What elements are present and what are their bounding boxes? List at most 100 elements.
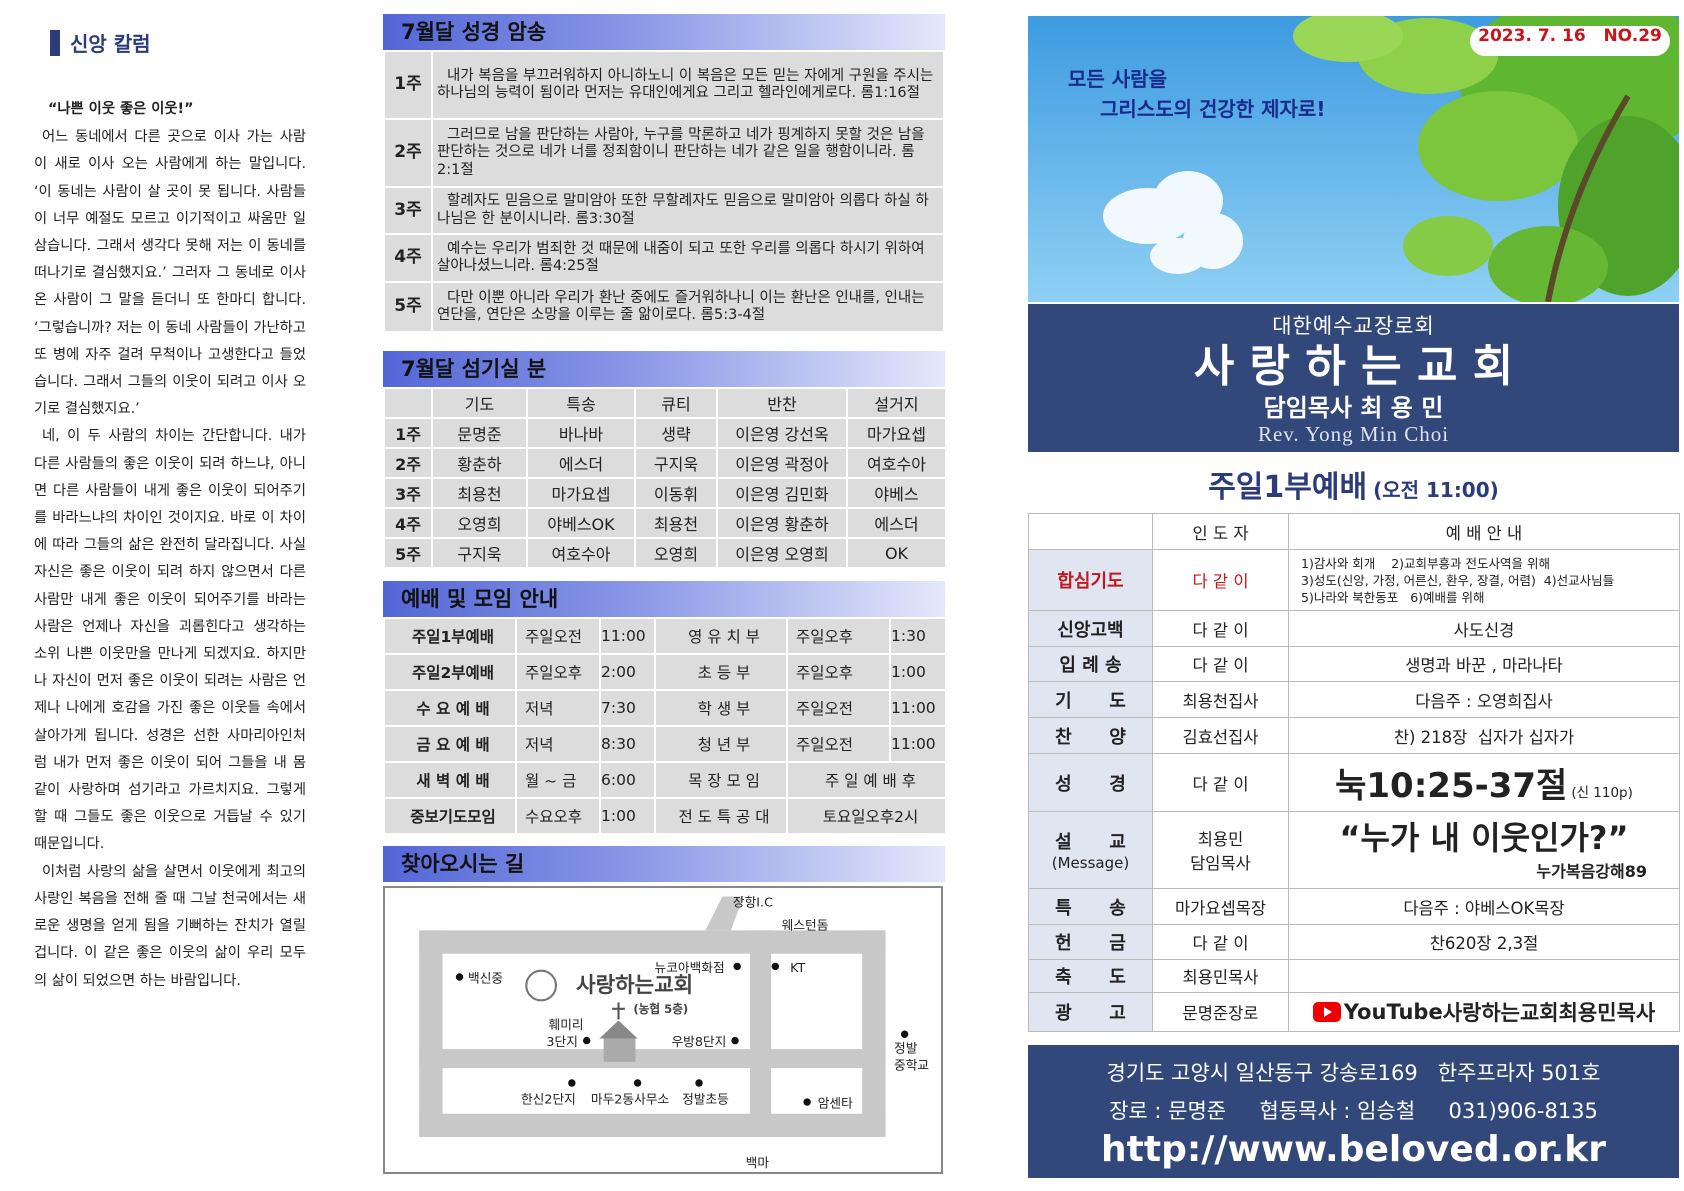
content-text: 눅10:25-37절 bbox=[1335, 766, 1568, 806]
meeting-time: 저녁 bbox=[515, 725, 601, 763]
content-text: 다음주 : 야베스OK목장 bbox=[1403, 898, 1565, 918]
content-text: (신 110p) bbox=[1571, 785, 1633, 801]
leader-text: 마가요셉목장 bbox=[1174, 898, 1267, 918]
meeting-time: 주일오전 bbox=[786, 689, 891, 727]
servant-row: 4주 오영희 야베스OK 최용천 이은영 황춘하 에스더 bbox=[383, 507, 947, 539]
church-icon bbox=[525, 969, 638, 1062]
meeting-row: 주일2부예배 주일오후 2:00 초 등 부 주일오후 1:00 bbox=[383, 653, 947, 691]
servant: 황춘하 bbox=[431, 447, 528, 479]
order-row: 특 송 마가요셉목장 다음주 : 야베스OK목장 bbox=[1028, 888, 1680, 925]
content-text: 찬620장 2,3절 bbox=[1429, 934, 1539, 953]
servant: 이은영 황춘하 bbox=[716, 507, 848, 539]
servant: OK bbox=[846, 537, 947, 569]
servant: 야베스 bbox=[846, 477, 947, 509]
denomination: 대한예수교장로회 bbox=[1272, 314, 1435, 338]
item: 신앙고백 bbox=[1028, 610, 1153, 647]
content-text: 생명과 바꾼 , 마라나타 bbox=[1405, 656, 1563, 675]
servant-row: 2주 황춘하 에스더 구지욱 이은영 곽정아 여호수아 bbox=[383, 447, 947, 479]
item: 기 도 bbox=[1028, 681, 1153, 718]
meeting-time: 1:30 bbox=[889, 617, 947, 655]
item-text: 광 고 bbox=[1055, 1003, 1126, 1024]
content: 찬) 218장 십자가 십자가 bbox=[1288, 717, 1680, 754]
contacts: 장로 : 문명준 협동목사 : 임승철 031)906-8135 bbox=[1109, 1099, 1598, 1123]
leader: 다 같 이 bbox=[1152, 610, 1289, 647]
meeting-time: 주일오전 bbox=[786, 725, 891, 763]
content bbox=[1288, 959, 1680, 993]
week: 3주 bbox=[383, 477, 433, 509]
leader: 다 같 이 bbox=[1152, 924, 1289, 960]
leader: 최용천집사 bbox=[1152, 681, 1289, 718]
leader: 다 같 이 bbox=[1152, 753, 1289, 812]
servant: 이은영 김민화 bbox=[716, 477, 848, 509]
map-label: 백마 bbox=[746, 1155, 770, 1170]
item: 성 경 bbox=[1028, 753, 1153, 812]
map-dot bbox=[771, 962, 780, 971]
servant: 구지욱 bbox=[431, 537, 528, 569]
meeting-time: 11:00 bbox=[889, 689, 947, 727]
map-label: 한신2단지 bbox=[521, 1091, 576, 1106]
meeting-time: 8:30 bbox=[599, 725, 656, 763]
item: 축 도 bbox=[1028, 959, 1153, 993]
youtube-icon bbox=[1312, 1002, 1341, 1022]
order-row: 입 례 송 다 같 이 생명과 바꾼 , 마라나타 bbox=[1028, 646, 1680, 682]
servant: 이은영 오영희 bbox=[716, 537, 848, 569]
item-text: 특 송 bbox=[1055, 897, 1126, 919]
leader: 김효선집사 bbox=[1152, 717, 1289, 754]
servant: 생략 bbox=[634, 417, 718, 449]
order-row: 합심기도 다 같 이 1)감사와 회개 2)교회부흥과 전도사역을 위해 3)성도(신… bbox=[1028, 549, 1680, 611]
service-time: (오전 11:00) bbox=[1373, 478, 1499, 502]
servant: 이은영 곽정아 bbox=[716, 447, 848, 479]
servant: 마가요셉 bbox=[846, 417, 947, 449]
meeting-time: 주일오후 bbox=[786, 653, 891, 691]
paragraph: 어느 동네에서 다른 곳으로 이사 가는 사람이 새로 이사 오는 사람에게 하… bbox=[34, 129, 306, 418]
meeting-name: 영 유 치 부 bbox=[654, 617, 788, 655]
order-row: 신앙고백 다 같 이 사도신경 bbox=[1028, 610, 1680, 647]
leader: 마가요셉목장 bbox=[1152, 888, 1289, 925]
meeting-name: 전 도 특 공 대 bbox=[654, 797, 788, 835]
content: “누가 내 이웃인가?” 누가복음강해89 bbox=[1288, 811, 1680, 889]
servants-table: 기도 특송 큐티 반찬 설거지 1주 문명준 바나바 생략 이은영 강선옥 마가요셉 2주 황춘하 에스더… bbox=[383, 387, 947, 569]
title-marker bbox=[50, 29, 60, 56]
meeting-name: 중보기도모임 bbox=[383, 797, 517, 835]
item: 특 송 bbox=[1028, 888, 1153, 925]
servant: 이은영 강선옥 bbox=[716, 417, 848, 449]
week: 4주 bbox=[383, 233, 433, 283]
corner bbox=[1028, 513, 1153, 550]
leader: 최용민목사 bbox=[1152, 959, 1289, 993]
meeting-name: 학 생 부 bbox=[654, 689, 788, 727]
slogan-line: 그리스도의 건강한 제자로! bbox=[1100, 97, 1326, 121]
footer: 경기도 고양시 일산동구 강송로169 한주프라자 501호 장로 : 문명준 … bbox=[1028, 1045, 1679, 1178]
content: 1)감사와 회개 2)교회부흥과 전도사역을 위해 3)성도(신앙, 가정, 어른… bbox=[1288, 549, 1680, 611]
column-body: “나쁜 이웃 좋은 이웃!” 어느 동네에서 다른 곳으로 이사 가는 사람이 … bbox=[34, 96, 306, 1106]
column-title: 신앙 칼럼 bbox=[50, 28, 151, 57]
servant-row: 5주 구지욱 여호수아 오영희 이은영 오영희 OK bbox=[383, 537, 947, 569]
order-row: 축 도 최용민목사 bbox=[1028, 959, 1680, 993]
paragraph: 네, 이 두 사람의 차이는 간단합니다. 내가 다른 사람들의 좋은 이웃이 … bbox=[34, 428, 306, 853]
content-text: 사도신경 bbox=[1453, 620, 1515, 640]
meeting-name: 목 장 모 임 bbox=[654, 761, 788, 799]
verse-text: 다만 이뿐 아니라 우리가 환난 중에도 즐거워하나니 이는 환난은 인내를, … bbox=[431, 281, 945, 333]
order-row: 광 고 문명준장로 YouTube사랑하는교회최용민목사 bbox=[1028, 992, 1680, 1032]
servant: 에스더 bbox=[846, 507, 947, 539]
map-dot bbox=[582, 1036, 591, 1045]
map-dot bbox=[568, 1079, 576, 1087]
map-label: 장항I.C bbox=[733, 894, 773, 909]
meetings: 예배 및 모임 안내 주일1부예배 주일오전 11:00 영 유 치 부 주일오후 1:3… bbox=[383, 581, 947, 835]
week: 5주 bbox=[383, 537, 433, 569]
map-label: 뉴코아백화점 bbox=[655, 960, 725, 975]
section-title: 7월달 성경 암송 bbox=[383, 14, 945, 50]
leader: 다 같 이 bbox=[1152, 549, 1289, 611]
content-text: 1)감사와 회개 2)교회부흥과 전도사역을 위해 bbox=[1301, 555, 1550, 571]
header-cell: 예 배 안 내 bbox=[1288, 513, 1680, 550]
hero-image bbox=[1028, 16, 1679, 302]
leader-text: 다 같 이 bbox=[1192, 774, 1249, 794]
map-label: 중학교 bbox=[894, 1058, 929, 1073]
column-heading: “나쁜 이웃 좋은 이웃!” bbox=[48, 101, 194, 117]
service-name: 주일1부예배 bbox=[1208, 470, 1368, 505]
content: 생명과 바꾼 , 마라나타 bbox=[1288, 646, 1680, 682]
item: 광 고 bbox=[1028, 992, 1153, 1032]
meeting-time: 주일오후 bbox=[786, 617, 891, 655]
